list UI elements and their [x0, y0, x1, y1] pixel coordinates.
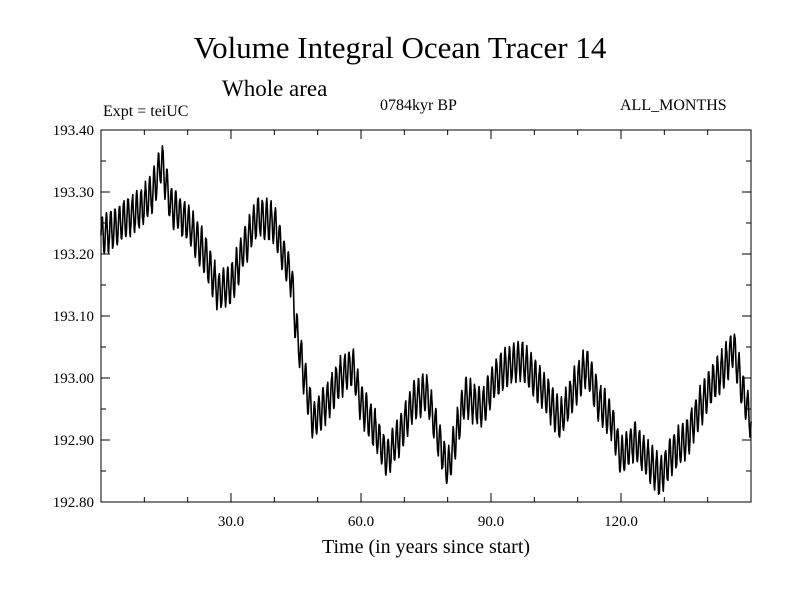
- plot-series: [100, 145, 752, 496]
- axis-ticks: [101, 129, 751, 503]
- experiment-label: Expt = teiUC: [103, 103, 189, 120]
- y-tick-label: 193.20: [53, 247, 94, 263]
- y-tick-label: 193.40: [53, 123, 94, 139]
- chart-title: Volume Integral Ocean Tracer 14: [193, 30, 607, 65]
- period-label: 0784kyr BP: [380, 97, 457, 114]
- y-tick-label: 193.00: [53, 371, 94, 387]
- y-tick-label: 192.80: [53, 495, 94, 511]
- y-tick-label: 192.90: [53, 433, 94, 449]
- x-tick-label: 120.0: [604, 514, 638, 530]
- chart-subtitle: Whole area: [222, 76, 328, 101]
- x-axis-label: Time (in years since start): [321, 536, 531, 558]
- months-label: ALL_MONTHS: [620, 97, 727, 114]
- plot-frame: [100, 129, 752, 503]
- x-tick-label: 60.0: [348, 514, 374, 530]
- x-tick-label: 30.0: [218, 514, 244, 530]
- tick-labels: 192.80 192.90 193.00 193.10 193.20 193.30 193.…: [53, 123, 638, 530]
- y-tick-label: 193.30: [53, 185, 94, 201]
- y-tick-label: 193.10: [53, 309, 94, 325]
- x-tick-label: 90.0: [478, 514, 504, 530]
- series-line: [100, 145, 752, 496]
